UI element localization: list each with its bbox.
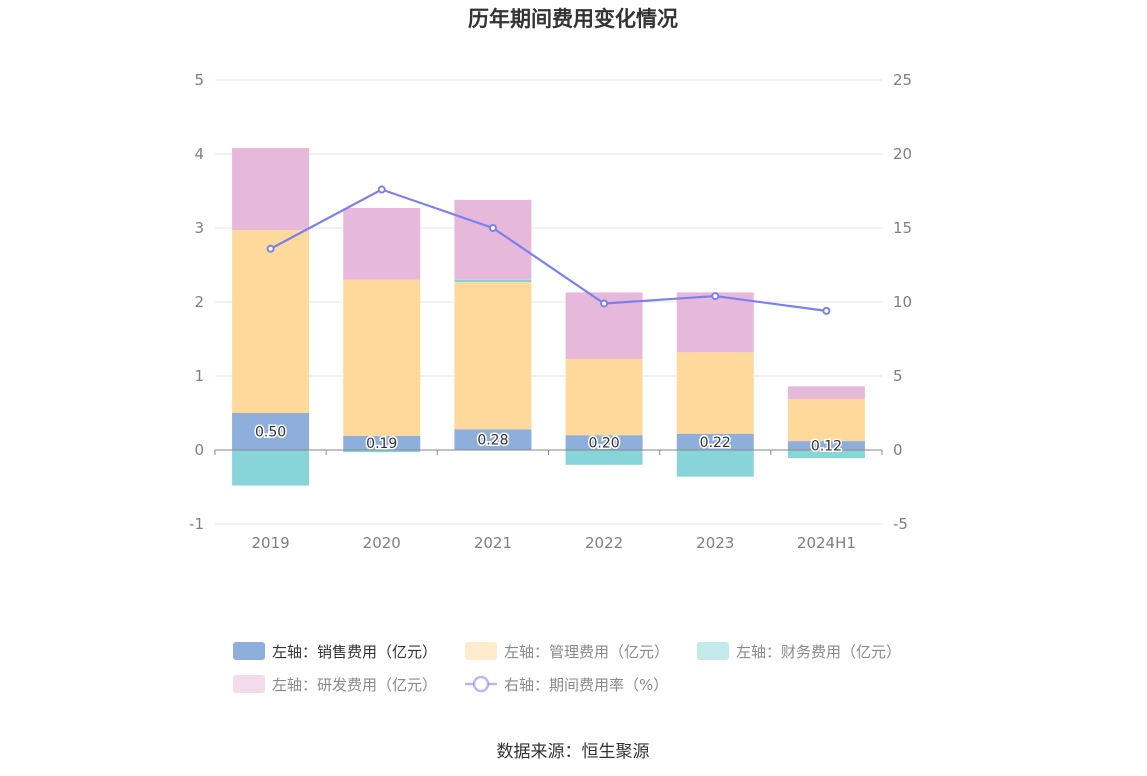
category-label: 2020 (363, 534, 401, 552)
legend-swatch (697, 642, 729, 660)
bar-segment[interactable] (676, 433, 754, 450)
zero-axis (214, 449, 883, 455)
bar-segment[interactable] (343, 435, 421, 450)
data-labels: 0.50 0.19 0.28 0.20 0.22 0.12 (253, 423, 843, 456)
category-label: 2022 (585, 534, 623, 552)
legend-swatch (233, 642, 265, 660)
bar-segment[interactable] (787, 450, 865, 459)
bar-segment[interactable] (454, 199, 532, 280)
bar-segment[interactable] (232, 148, 310, 231)
bar-segment[interactable] (565, 435, 643, 450)
rate-point[interactable] (822, 306, 831, 315)
sales-data-label: 0.20 (588, 436, 619, 452)
legend-item[interactable]: 左轴：财务费用（亿元） (697, 642, 901, 661)
bar-segment[interactable] (232, 450, 310, 486)
source-note: 数据来源：恒生聚源 (497, 742, 650, 762)
legend-label: 左轴：财务费用（亿元） (736, 643, 901, 661)
bar-segment[interactable] (454, 429, 532, 450)
category-label: 2021 (474, 534, 512, 552)
rate-point[interactable] (266, 244, 275, 253)
right-tick-label: 25 (893, 71, 912, 89)
legend-swatch (465, 642, 497, 660)
bar-segment[interactable] (787, 398, 865, 442)
left-tick-label: 0 (194, 441, 204, 459)
right-tick-label: -5 (893, 515, 908, 533)
rate-point[interactable] (711, 292, 720, 301)
category-label: 2019 (251, 534, 289, 552)
bar-segment[interactable] (787, 441, 865, 450)
rate-line (266, 185, 831, 315)
left-tick-label: 4 (194, 145, 204, 163)
bar-segment[interactable] (232, 413, 310, 450)
bar-segment[interactable] (565, 358, 643, 436)
bars (232, 148, 865, 486)
legend-item[interactable]: 左轴：研发费用（亿元） (233, 675, 437, 694)
left-tick-label: -1 (189, 515, 204, 533)
right-tick-label: 0 (893, 441, 903, 459)
sales-data-label: 0.19 (366, 436, 397, 452)
bar-segment[interactable] (343, 208, 421, 280)
rate-point[interactable] (488, 224, 497, 232)
legend-swatch (233, 675, 265, 693)
right-tick-label: 5 (893, 367, 903, 385)
bar-segment[interactable] (454, 282, 532, 430)
left-tick-label: 5 (194, 71, 204, 89)
sales-data-label: 0.12 (811, 439, 842, 455)
bar-segment[interactable] (343, 450, 421, 453)
legend-label: 左轴：销售费用（亿元） (272, 643, 437, 661)
left-tick-label: 1 (194, 367, 204, 385)
left-tick-label: 2 (194, 293, 204, 311)
sales-data-label: 0.50 (255, 425, 286, 441)
rate-point[interactable] (600, 299, 609, 308)
bar-segment[interactable] (343, 279, 421, 436)
bar-segment[interactable] (676, 352, 754, 434)
bar-segment[interactable] (454, 279, 532, 283)
sales-data-label: 0.22 (700, 435, 731, 451)
category-label: 2023 (696, 534, 734, 552)
legend-label: 左轴：管理费用（亿元） (504, 643, 669, 661)
sales-data-label: 0.28 (477, 433, 508, 449)
legend-item[interactable]: 左轴：销售费用（亿元） (233, 642, 437, 661)
bar-segment[interactable] (232, 230, 310, 413)
chart-title: 历年期间费用变化情况 (468, 7, 678, 31)
rate-point[interactable] (377, 185, 386, 194)
legend-item[interactable]: 左轴：管理费用（亿元） (465, 642, 669, 661)
left-tick-label: 3 (194, 219, 204, 237)
legend-label: 左轴：研发费用（亿元） (272, 676, 437, 694)
bar-segment[interactable] (565, 450, 643, 465)
category-label: 2024H1 (797, 534, 856, 552)
rate-polyline (270, 188, 827, 312)
bar-segment[interactable] (787, 386, 865, 399)
legend-item[interactable]: 右轴：期间费用率（%） (465, 675, 668, 694)
legend[interactable]: 左轴：销售费用（亿元） 左轴：管理费用（亿元） 左轴：财务费用（亿元） 左轴：研发费用… (233, 642, 901, 694)
legend-marker (472, 675, 490, 693)
right-tick-label: 10 (893, 293, 912, 311)
legend-label: 右轴：期间费用率（%） (504, 676, 668, 694)
bar-segment[interactable] (676, 450, 754, 477)
bar-segment[interactable] (676, 292, 754, 353)
right-tick-label: 15 (893, 219, 912, 237)
right-tick-label: 20 (893, 145, 912, 163)
